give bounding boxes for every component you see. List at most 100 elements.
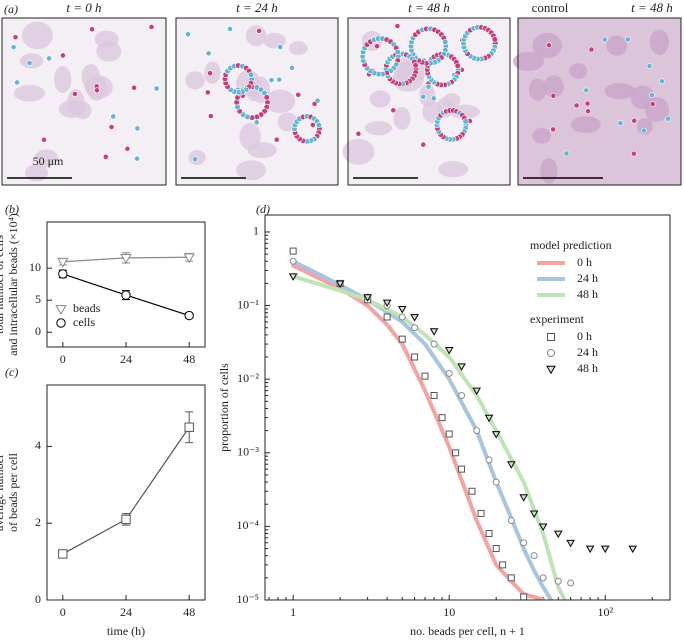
- bead: [94, 87, 100, 94]
- legend-title: model prediction: [530, 238, 612, 252]
- bead: [355, 130, 362, 137]
- y-axis-label: proportion of cells: [217, 363, 231, 452]
- y-tick-label: 10⁻²: [237, 371, 259, 385]
- bead: [268, 77, 275, 84]
- bead: [134, 125, 141, 132]
- bead: [442, 38, 449, 46]
- bead: [12, 34, 19, 41]
- y-axis-label: average number: [0, 454, 6, 531]
- marker: [554, 577, 562, 585]
- y-axis-label: total number of cells: [0, 235, 6, 334]
- chart: (d) 1 10 10² 10⁻⁵ 10⁻⁴ 10⁻³ 10⁻² 10⁻¹ 1 proportion…: [217, 202, 671, 638]
- marker: [458, 465, 466, 473]
- marker: [566, 539, 575, 548]
- marker: [289, 247, 297, 255]
- marker: [445, 430, 453, 438]
- cell: [19, 53, 44, 69]
- marker: [491, 431, 501, 439]
- micrograph: [175, 17, 339, 186]
- bead: [247, 71, 255, 78]
- marker: [411, 324, 419, 332]
- legend-label: 0 h: [577, 329, 592, 343]
- bead: [276, 76, 283, 83]
- cell: [512, 51, 545, 71]
- marker: [120, 254, 132, 264]
- bead: [462, 118, 469, 125]
- bead: [289, 64, 295, 71]
- marker: [458, 392, 466, 400]
- series: [291, 263, 546, 600]
- plot-frame: [264, 214, 671, 601]
- bead: [420, 93, 427, 100]
- bead: [185, 31, 191, 38]
- bead: [309, 121, 316, 128]
- marker: [121, 290, 131, 300]
- bead: [205, 50, 212, 57]
- series: [289, 257, 575, 587]
- image-frame: [517, 17, 682, 186]
- y-tick-label: 1: [253, 224, 259, 238]
- bead: [315, 121, 322, 129]
- series-line: [291, 263, 546, 600]
- micrograph: [512, 17, 682, 186]
- cell: [644, 97, 669, 122]
- bead: [295, 91, 302, 98]
- bead: [390, 107, 397, 114]
- cell: [528, 78, 547, 101]
- x-tick-label: 24: [120, 352, 132, 366]
- bead: [102, 153, 109, 160]
- bead: [10, 44, 17, 51]
- marker: [383, 313, 391, 321]
- panel-label: (d): [256, 202, 270, 216]
- micrograph: [342, 17, 511, 186]
- marker: [410, 314, 419, 322]
- bead: [659, 78, 665, 85]
- bead: [110, 113, 117, 120]
- marker: [600, 545, 610, 554]
- cell: [532, 127, 551, 144]
- cell: [96, 40, 122, 62]
- bead: [374, 43, 380, 50]
- cell: [604, 82, 636, 100]
- cell: [21, 21, 53, 50]
- marker: [519, 494, 528, 502]
- bead: [124, 145, 131, 152]
- x-axis-label: time (h): [107, 624, 145, 638]
- series-line: [291, 259, 554, 600]
- cell: [438, 161, 469, 178]
- marker: [429, 328, 439, 336]
- bead: [227, 26, 233, 32]
- bead: [425, 83, 432, 90]
- marker: [628, 545, 638, 554]
- legend-label: 24 h: [577, 271, 598, 285]
- bead: [207, 113, 214, 119]
- marker: [520, 593, 528, 600]
- bead: [665, 115, 672, 122]
- x-axis-label: no. beads per cell, n + 1: [410, 624, 525, 638]
- image-title: t = 48 h: [408, 0, 450, 15]
- image-title: t = 48 h: [631, 0, 673, 15]
- bead: [430, 95, 437, 102]
- bead: [583, 87, 590, 94]
- legend-title: experiment: [530, 312, 585, 326]
- bead: [204, 89, 211, 96]
- cell: [288, 41, 308, 56]
- marker: [492, 545, 500, 553]
- image-frame: [175, 17, 339, 186]
- marker: [539, 574, 547, 582]
- legend-label: 48 h: [577, 287, 598, 301]
- legend-label: 24 h: [577, 345, 598, 359]
- bead: [646, 63, 653, 69]
- legend-label: beads: [73, 301, 101, 315]
- marker: [363, 294, 372, 302]
- x-tick-label: 1: [290, 605, 296, 619]
- marker: [382, 299, 392, 308]
- legend-label: cells: [73, 315, 95, 329]
- marker: [585, 545, 595, 554]
- legend-label: 0 h: [577, 255, 592, 269]
- x-tick-label: 0: [60, 605, 66, 619]
- marker: [457, 363, 466, 371]
- bead: [546, 42, 552, 49]
- cell: [393, 107, 411, 130]
- marker: [398, 313, 406, 321]
